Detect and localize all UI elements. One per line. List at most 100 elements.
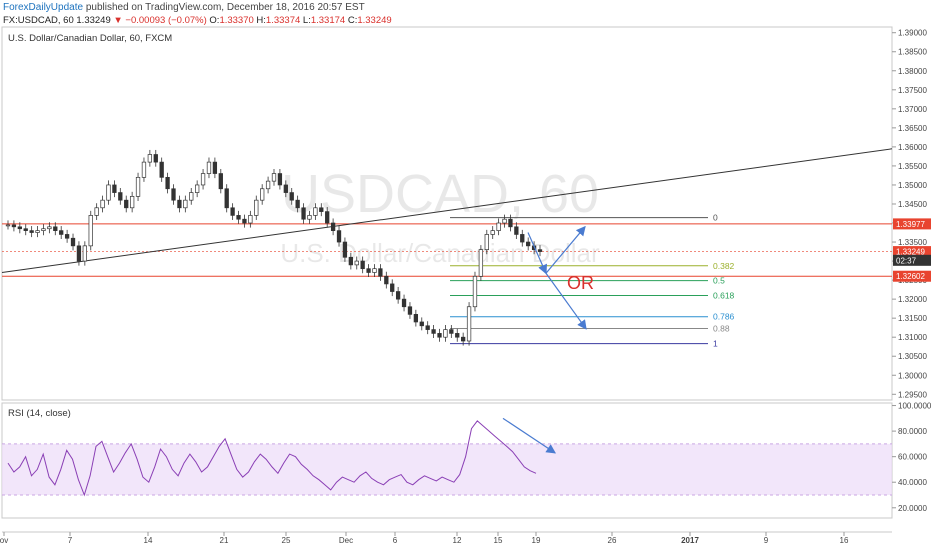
candle-body bbox=[260, 188, 265, 201]
candle-body bbox=[23, 228, 28, 231]
candle-body bbox=[437, 333, 442, 338]
high-label: H: bbox=[256, 15, 266, 26]
x-tick-label: ov bbox=[0, 536, 8, 545]
candle-body bbox=[478, 249, 484, 277]
candle-body bbox=[100, 199, 105, 209]
candle-body bbox=[141, 161, 147, 178]
candle-body bbox=[390, 283, 395, 292]
price-badge-label: 1.33977 bbox=[896, 220, 925, 229]
candle-body bbox=[289, 192, 294, 201]
candle-body bbox=[330, 222, 336, 231]
candle-body bbox=[165, 176, 170, 190]
candle-body bbox=[366, 268, 371, 273]
candle-body bbox=[200, 173, 206, 186]
x-tick-label: Dec bbox=[339, 536, 353, 545]
price-badge bbox=[893, 270, 931, 282]
candle-body bbox=[135, 176, 141, 197]
candle-body bbox=[526, 241, 531, 247]
candle-body bbox=[177, 199, 182, 209]
candle-body bbox=[508, 218, 513, 228]
down-arrow bbox=[527, 232, 547, 275]
x-tick-label: 9 bbox=[764, 536, 769, 545]
price-badge bbox=[893, 254, 931, 266]
x-tick-label: 26 bbox=[608, 536, 617, 545]
candle-body bbox=[520, 234, 525, 243]
candle-body bbox=[378, 268, 383, 277]
candle-body bbox=[455, 333, 460, 338]
rsi-pane-title: RSI (14, close) bbox=[8, 408, 71, 419]
x-tick-label: 21 bbox=[220, 536, 229, 545]
candle-body bbox=[147, 154, 153, 163]
candle-body bbox=[112, 184, 117, 193]
open-label: O: bbox=[209, 15, 220, 26]
candle-body bbox=[53, 226, 58, 231]
y-tick-label: 1.29500 bbox=[898, 390, 927, 399]
price-badge-label: 1.33249 bbox=[896, 248, 925, 257]
main-pane-frame bbox=[1, 26, 893, 401]
up-arrow bbox=[545, 225, 586, 274]
y-tick-label: 1.33500 bbox=[898, 238, 927, 247]
candle-body bbox=[461, 336, 466, 342]
candle-body bbox=[230, 207, 235, 216]
candle-body bbox=[443, 329, 448, 338]
candle-body bbox=[283, 184, 288, 193]
x-tick-label: 16 bbox=[840, 536, 849, 545]
symbol-label: FX:USDCAD, 60 bbox=[3, 15, 74, 26]
candle-body bbox=[254, 199, 259, 216]
candle-body bbox=[206, 161, 212, 174]
candle-body bbox=[425, 325, 430, 330]
candle-body bbox=[70, 237, 76, 247]
rsi-line bbox=[7, 420, 537, 497]
candle-body bbox=[124, 199, 129, 209]
low-value: 1.33174 bbox=[310, 15, 346, 26]
y-tick-label: 1.39000 bbox=[898, 29, 927, 38]
publish-info: published on TradingView.com, December 1… bbox=[85, 2, 365, 13]
candle-body bbox=[401, 298, 407, 308]
x-tick-label: 6 bbox=[393, 536, 398, 545]
candle-body bbox=[76, 245, 82, 262]
y-tick-label: 1.37500 bbox=[898, 86, 927, 95]
y-tick-label: 1.32000 bbox=[898, 295, 927, 304]
candle-body bbox=[502, 218, 507, 224]
candle-body bbox=[171, 188, 176, 201]
candle-body bbox=[11, 224, 17, 228]
candle-body bbox=[118, 192, 123, 201]
fib-level-label: 0.5 bbox=[713, 276, 725, 286]
price-change: −0.00093 (−0.07%) bbox=[125, 15, 207, 26]
y-tick-label: 1.30000 bbox=[898, 371, 927, 380]
candle-body bbox=[5, 224, 11, 227]
price-badge-label: 02:37 bbox=[896, 256, 917, 265]
candle-body bbox=[17, 226, 22, 230]
rsi-band bbox=[2, 443, 892, 495]
low-label: L: bbox=[302, 15, 311, 26]
candle-body bbox=[88, 215, 93, 247]
candle-body bbox=[407, 306, 413, 315]
price-badge-label: 1.32602 bbox=[896, 272, 925, 281]
down-arrow-icon: ▼ bbox=[113, 15, 123, 26]
author-link[interactable]: ForexDailyUpdate bbox=[3, 2, 84, 13]
y-tick-label: 1.38000 bbox=[898, 67, 927, 76]
trendline bbox=[1, 148, 893, 273]
candle-body bbox=[183, 199, 188, 209]
x-tick-label: 19 bbox=[532, 536, 541, 545]
fib-level-label: 1 bbox=[713, 339, 718, 349]
fib-level-label: 0.88 bbox=[713, 324, 730, 334]
watermark-name: U.S. Dollar/Canadian Dollar bbox=[280, 238, 600, 268]
rsi-tick-label: 80.0000 bbox=[898, 427, 927, 436]
candle-body bbox=[64, 234, 70, 239]
candle-body bbox=[106, 184, 111, 201]
y-tick-label: 1.35000 bbox=[898, 181, 927, 190]
rsi-tick-label: 20.0000 bbox=[898, 504, 927, 513]
candle-body bbox=[248, 215, 253, 224]
candle-body bbox=[537, 249, 543, 252]
price-badge bbox=[893, 246, 931, 258]
candle-body bbox=[41, 228, 46, 231]
candle-body bbox=[271, 173, 277, 182]
rsi-divergence-arrow bbox=[502, 417, 556, 454]
candle-body bbox=[295, 199, 300, 209]
open-value: 1.33370 bbox=[219, 15, 254, 26]
y-tick-label: 1.36500 bbox=[898, 124, 927, 133]
candle-body bbox=[342, 241, 348, 258]
y-tick-label: 1.36000 bbox=[898, 143, 927, 152]
